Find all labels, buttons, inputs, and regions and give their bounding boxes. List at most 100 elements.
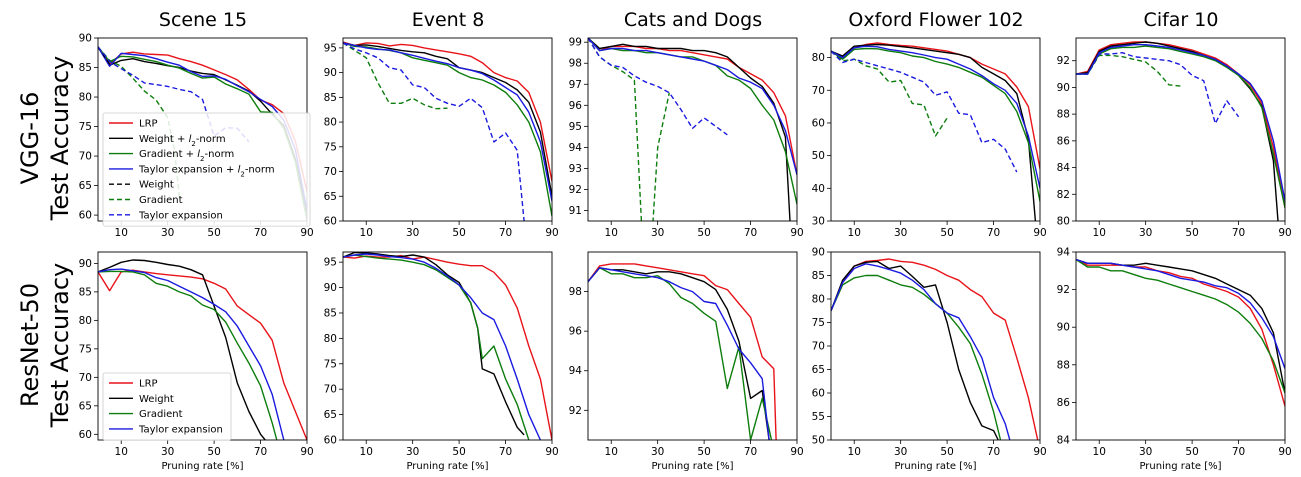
y-tick-label: 50 xyxy=(812,150,825,162)
series-line-taylor-expansion-l2-norm xyxy=(588,38,797,175)
y-tick-label: 60 xyxy=(812,117,825,129)
series-line-taylor-expansion xyxy=(98,268,285,440)
x-tick-label: 30 xyxy=(161,227,174,239)
series-line-weight-l2-norm xyxy=(1076,41,1279,221)
y-tick-label: 90 xyxy=(324,67,337,79)
panel-1-4: 10 30 50 70 90 84 86 88 90 92 94 Pruning rate [%] xyxy=(1057,247,1292,473)
y-tick-label: 90 xyxy=(1057,82,1070,94)
y-tick-label: 80 xyxy=(324,117,337,129)
x-tick-label: 70 xyxy=(499,446,512,458)
legend: LRP Weight Gradient Taylor expansion xyxy=(102,372,232,441)
series-line-gradient xyxy=(1076,258,1285,394)
x-tick-label: 10 xyxy=(605,227,618,239)
y-tick-label: 90 xyxy=(812,247,825,259)
y-tick-label: 75 xyxy=(324,358,337,370)
panel-0-4: 10 30 50 70 90 80 82 84 86 88 90 92 xyxy=(1057,37,1292,239)
x-tick-label: 70 xyxy=(1232,446,1245,458)
x-tick-label: 10 xyxy=(115,227,128,239)
x-tick-label: 90 xyxy=(1278,446,1291,458)
legend-label: Weight + l2-norm xyxy=(139,134,226,148)
y-tick-label: 92 xyxy=(1057,55,1070,67)
y-tick-label: 80 xyxy=(812,294,825,306)
panel-1-3: 10 30 50 70 90 50 55 60 65 70 75 80 85 90 Pruning rate… xyxy=(812,247,1047,473)
y-tick-label: 80 xyxy=(1057,216,1070,228)
x-tick-label: 90 xyxy=(545,446,558,458)
legend-label: LRP xyxy=(139,119,158,130)
legend-label: Gradient xyxy=(139,195,183,206)
x-axis-label: Pruning rate [%] xyxy=(161,461,243,472)
y-tick-label: 95 xyxy=(569,121,582,133)
x-tick-label: 90 xyxy=(790,446,803,458)
x-tick-label: 50 xyxy=(697,227,710,239)
column-title-scene15: Scene 15 xyxy=(159,9,247,31)
panel-1-1: 10 30 50 70 90 60 65 70 75 80 85 90 95 Pruning rate [… xyxy=(324,251,559,472)
legend-box xyxy=(102,372,232,441)
x-tick-label: 50 xyxy=(207,446,220,458)
x-tick-label: 90 xyxy=(790,227,803,239)
row-label-vgg16-model: VGG-16 xyxy=(16,92,44,185)
x-tick-label: 70 xyxy=(987,227,1000,239)
x-tick-label: 50 xyxy=(207,227,220,239)
column-title-oxford-flower: Oxford Flower 102 xyxy=(848,9,1023,31)
panel-1-2: 10 30 50 70 90 92 94 96 98 Pruning rate [%] xyxy=(569,251,804,472)
x-tick-label: 90 xyxy=(545,227,558,239)
series-line-weight xyxy=(98,259,266,440)
series-line-gradient xyxy=(588,267,773,440)
series-line-weight-l2-norm xyxy=(588,38,791,221)
x-tick-label: 50 xyxy=(697,446,710,458)
series-line-taylor-expansion xyxy=(343,253,542,440)
y-tick-label: 92 xyxy=(569,405,582,417)
series-line-gradient xyxy=(831,274,1002,440)
y-tick-label: 86 xyxy=(1057,135,1071,147)
series-line-gradient-dashed xyxy=(1076,54,1181,87)
y-tick-label: 92 xyxy=(569,184,582,196)
y-tick-label: 84 xyxy=(1057,162,1071,174)
series-line-lrp xyxy=(831,258,1039,440)
series-line-taylor-expansion-dashed xyxy=(343,42,525,221)
series-line-weight xyxy=(831,260,999,440)
x-tick-label: 30 xyxy=(894,446,907,458)
y-tick-label: 85 xyxy=(812,270,825,282)
y-tick-label: 82 xyxy=(1057,189,1070,201)
series-line-taylor-expansion-l2-norm xyxy=(343,42,552,202)
axes-frame xyxy=(342,37,553,222)
y-tick-label: 94 xyxy=(569,365,583,377)
y-tick-label: 80 xyxy=(324,333,337,345)
y-tick-label: 50 xyxy=(812,435,825,447)
y-tick-label: 95 xyxy=(324,42,337,54)
y-tick-label: 99 xyxy=(569,37,582,49)
y-tick-label: 85 xyxy=(79,286,92,298)
panels: 10 30 50 70 90 60 65 70 75 80 85 90 10 30 50 70 90 60 65 70… xyxy=(79,33,1292,473)
series-line-gradient-l2-norm xyxy=(588,38,797,205)
series-line-taylor-expansion-l2-norm xyxy=(98,46,307,211)
y-tick-label: 65 xyxy=(324,191,337,203)
legend-label: Weight xyxy=(139,394,174,405)
x-tick-label: 90 xyxy=(1033,227,1046,239)
x-tick-label: 30 xyxy=(1139,446,1152,458)
x-tick-label: 50 xyxy=(452,446,465,458)
y-tick-label: 94 xyxy=(1057,247,1071,259)
y-tick-label: 65 xyxy=(79,180,92,192)
column-title-event8: Event 8 xyxy=(412,9,485,31)
x-tick-label: 90 xyxy=(1278,227,1291,239)
series-line-gradient-l2-norm xyxy=(98,46,307,220)
series-line-lrp xyxy=(343,254,552,440)
panel-0-2: 10 30 50 70 90 91 92 93 94 95 96 97 98 99 xyxy=(569,37,804,239)
y-tick-label: 75 xyxy=(79,121,92,133)
axes-frame xyxy=(830,37,1041,222)
series-line-taylor-expansion-dashed xyxy=(1076,52,1240,125)
series-line-weight-l2-norm xyxy=(343,42,552,197)
y-tick-label: 90 xyxy=(324,282,337,294)
series-line-lrp xyxy=(1076,41,1285,208)
y-tick-label: 90 xyxy=(1057,322,1070,334)
y-tick-label: 96 xyxy=(569,100,583,112)
series-line-taylor-expansion xyxy=(831,263,1011,440)
x-axis-label: Pruning rate [%] xyxy=(651,461,733,472)
x-tick-label: 50 xyxy=(940,446,953,458)
series-line-gradient-l2-norm xyxy=(831,47,1040,202)
x-tick-label: 30 xyxy=(161,446,174,458)
series-line-taylor-expansion xyxy=(1076,258,1285,369)
y-tick-label: 65 xyxy=(812,364,825,376)
y-tick-label: 60 xyxy=(812,388,825,400)
